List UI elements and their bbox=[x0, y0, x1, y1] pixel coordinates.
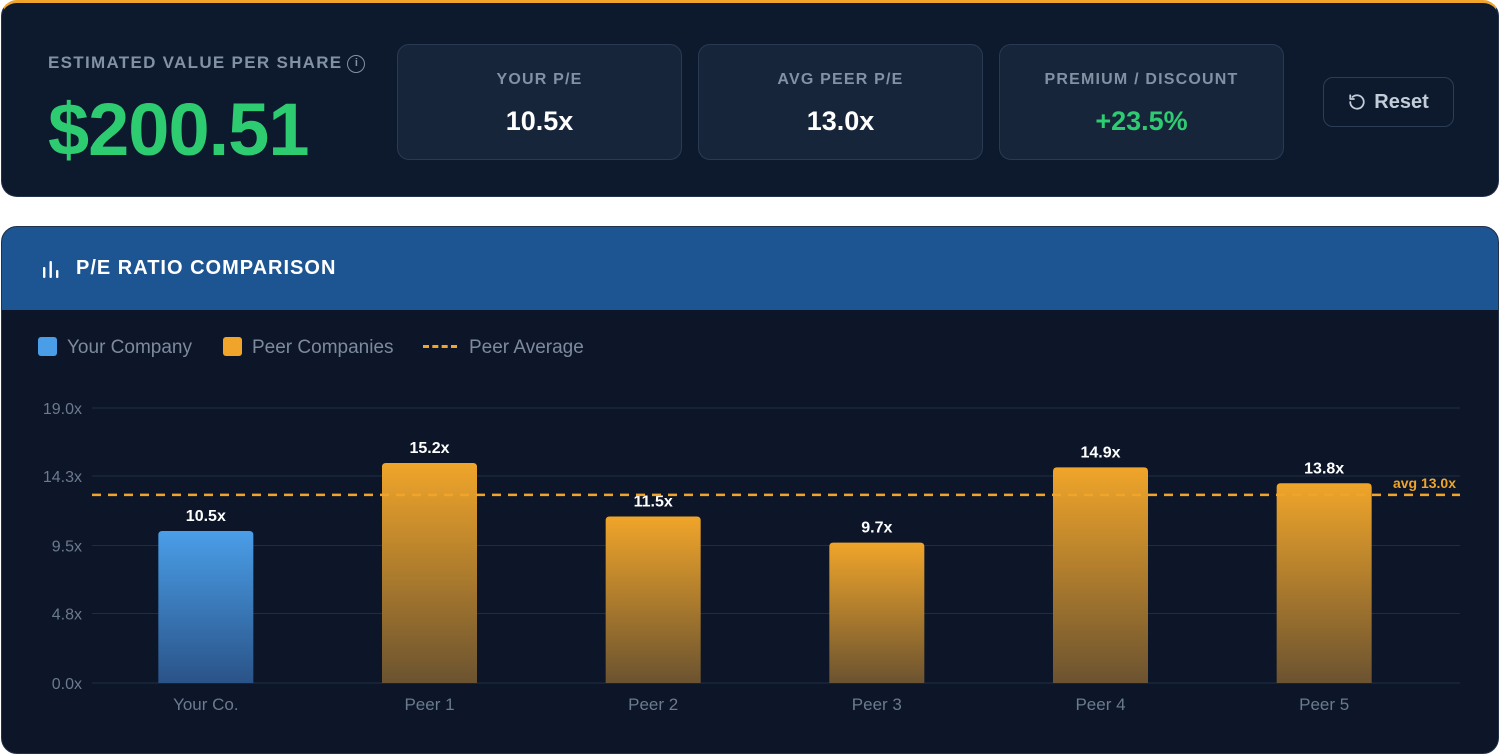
bar-peer-5 bbox=[1276, 483, 1372, 683]
bar-your-co bbox=[158, 531, 254, 683]
info-icon[interactable]: i bbox=[347, 55, 366, 73]
bar-chart-icon bbox=[43, 261, 59, 278]
x-category-label: Peer 3 bbox=[852, 695, 902, 714]
estimated-value-label: ESTIMATED VALUE PER SHARE i bbox=[48, 53, 366, 73]
stat-label: AVG PEER P/E bbox=[777, 71, 904, 88]
stat-value: +23.5% bbox=[1095, 106, 1188, 136]
stat-premium-discount: PREMIUM / DISCOUNT +23.5% bbox=[999, 44, 1284, 160]
legend-item-peer-average[interactable]: Peer Average bbox=[423, 337, 584, 359]
bar-peer-4 bbox=[1053, 467, 1148, 683]
pe-bar-chart: 0.0x 4.8x 9.5x 14.3x 19.0x 10.5x Your Co. 15.2… bbox=[43, 401, 1460, 714]
bar-peer-2 bbox=[605, 516, 701, 683]
legend-swatch bbox=[223, 337, 242, 356]
chart-header: P/E RATIO COMPARISON bbox=[2, 227, 1498, 310]
y-tick-label: 4.8x bbox=[52, 607, 82, 624]
bar-value-label: 15.2x bbox=[409, 440, 449, 457]
y-tick-label: 14.3x bbox=[43, 469, 82, 486]
legend-item-peer-companies[interactable]: Peer Companies bbox=[223, 337, 394, 359]
stat-avg-peer-pe: AVG PEER P/E 13.0x bbox=[698, 44, 983, 160]
bar-value-label: 14.9x bbox=[1080, 444, 1120, 461]
x-category-label: Peer 4 bbox=[1075, 695, 1125, 714]
y-tick-label: 9.5x bbox=[52, 539, 82, 556]
x-category-label: Your Co. bbox=[173, 695, 239, 714]
estimated-value: $200.51 bbox=[48, 88, 309, 171]
bar-peer-1 bbox=[382, 463, 477, 683]
stat-your-pe: YOUR P/E 10.5x bbox=[397, 44, 682, 160]
peer-average-label: avg 13.0x bbox=[1393, 475, 1456, 491]
stat-value: 13.0x bbox=[806, 106, 875, 136]
chart-title: P/E RATIO COMPARISON bbox=[76, 257, 337, 279]
bar-value-label: 13.8x bbox=[1304, 460, 1344, 477]
y-tick-label: 19.0x bbox=[43, 401, 82, 418]
x-category-label: Peer 5 bbox=[1299, 695, 1349, 714]
legend-item-your-company[interactable]: Your Company bbox=[38, 337, 192, 359]
pe-comparison-card: P/E RATIO COMPARISON Your Company Peer C… bbox=[1, 226, 1499, 754]
bar-peer-3 bbox=[829, 542, 925, 683]
x-category-label: Peer 1 bbox=[404, 695, 454, 714]
x-category-label: Peer 2 bbox=[628, 695, 678, 714]
stat-label: YOUR P/E bbox=[496, 71, 583, 88]
reset-icon bbox=[1349, 93, 1365, 110]
reset-label: Reset bbox=[1374, 90, 1429, 113]
valuation-summary-card: ESTIMATED VALUE PER SHARE i $200.51 YOUR … bbox=[1, 0, 1499, 197]
bar-value-label: 11.5x bbox=[634, 494, 673, 511]
stat-label: PREMIUM / DISCOUNT bbox=[1044, 71, 1239, 88]
bar-value-label: 10.5x bbox=[186, 508, 226, 525]
bar-value-label: 9.7x bbox=[861, 520, 892, 537]
legend-swatch bbox=[38, 337, 57, 356]
y-tick-label: 0.0x bbox=[52, 676, 82, 693]
reset-button[interactable]: Reset bbox=[1323, 77, 1454, 127]
legend-dash bbox=[423, 345, 457, 348]
stat-value: 10.5x bbox=[505, 106, 574, 136]
